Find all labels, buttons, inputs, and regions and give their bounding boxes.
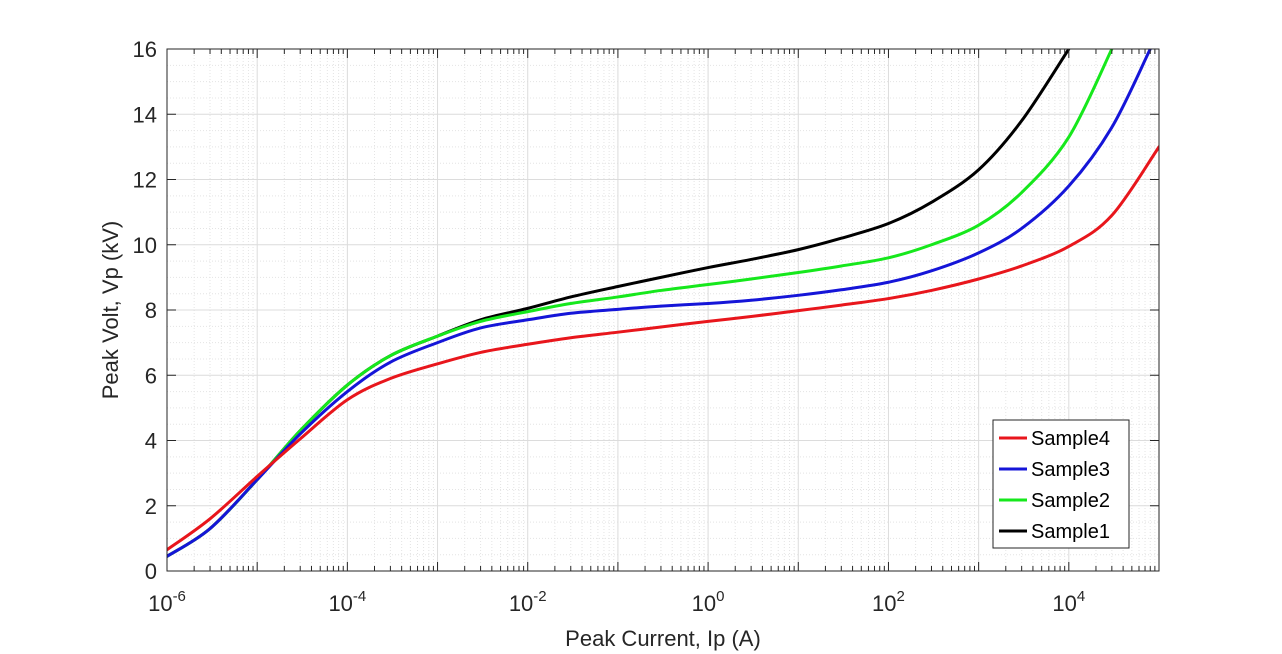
legend-label: Sample3: [1031, 459, 1110, 481]
x-tick-label: 10-6: [148, 588, 186, 616]
y-tick-label: 10: [133, 233, 157, 258]
series-line-sample2: [167, 49, 1114, 558]
series-line-sample4: [167, 145, 1159, 552]
legend-label: Sample1: [1031, 521, 1110, 543]
legend-box: [992, 419, 1130, 549]
y-tick-label: 2: [145, 494, 157, 519]
x-tick-label: 104: [1052, 588, 1085, 616]
tick-marks: [166, 48, 1160, 572]
y-tick-labels: 0 2 4 6 8 10 12 14 16: [133, 37, 157, 584]
series-line-sample3: [167, 49, 1152, 558]
y-tick-label: 14: [133, 102, 157, 127]
y-axis-label: Peak Volt, Vp (kV): [98, 221, 123, 400]
series-lines: [167, 49, 1159, 558]
y-tick-label: 6: [145, 363, 157, 388]
x-axis-label: Peak Current, Ip (A): [565, 626, 761, 651]
x-tick-label: 10-2: [509, 588, 547, 616]
legend: Sample4 Sample3 Sample2 Sample1: [992, 419, 1130, 549]
x-tick-label: 10-4: [328, 588, 366, 616]
legend-label: Sample4: [1031, 428, 1110, 450]
legend-label: Sample2: [1031, 490, 1110, 512]
y-tick-label: 16: [133, 37, 157, 62]
y-tick-label: 8: [145, 298, 157, 323]
x-tick-label: 102: [872, 588, 905, 616]
y-tick-label: 4: [145, 429, 157, 454]
x-tick-label: 100: [692, 588, 725, 616]
x-tick-labels: 10-6 10-4 10-2 100 102 104: [148, 588, 1085, 616]
y-tick-label: 12: [133, 168, 157, 193]
y-tick-label: 0: [145, 559, 157, 584]
